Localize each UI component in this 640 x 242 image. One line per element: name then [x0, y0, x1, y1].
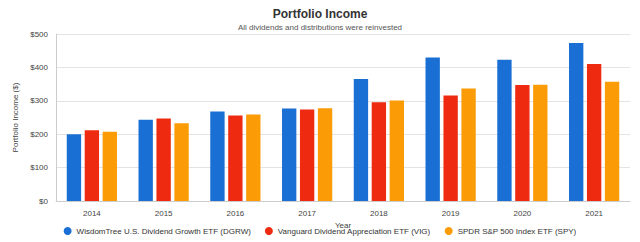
svg-text:2020: 2020	[513, 209, 531, 218]
svg-text:2015: 2015	[155, 209, 173, 218]
svg-text:$100: $100	[30, 163, 48, 172]
svg-text:$300: $300	[30, 96, 48, 105]
svg-text:Portfolio Income: Portfolio Income	[273, 7, 368, 21]
svg-text:Vanguard Dividend Appreciation: Vanguard Dividend Appreciation ETF (VIG)	[278, 227, 431, 236]
svg-text:Portfolio Income ($): Portfolio Income ($)	[11, 82, 20, 152]
svg-text:SPDR S&P 500 Index ETF (SPY): SPDR S&P 500 Index ETF (SPY)	[458, 227, 577, 236]
svg-text:All dividends and distribution: All dividends and distributions were rei…	[238, 23, 402, 32]
svg-text:2016: 2016	[226, 209, 244, 218]
svg-text:$500: $500	[30, 30, 48, 39]
svg-text:$0: $0	[39, 197, 48, 206]
svg-text:$400: $400	[30, 63, 48, 72]
svg-text:2018: 2018	[370, 209, 388, 218]
svg-text:2014: 2014	[83, 209, 101, 218]
svg-text:WisdomTree U.S. Dividend Growt: WisdomTree U.S. Dividend Growth ETF (DGR…	[77, 227, 252, 236]
svg-text:$200: $200	[30, 130, 48, 139]
svg-text:2019: 2019	[442, 209, 460, 218]
svg-text:2021: 2021	[585, 209, 603, 218]
svg-text:2017: 2017	[298, 209, 316, 218]
